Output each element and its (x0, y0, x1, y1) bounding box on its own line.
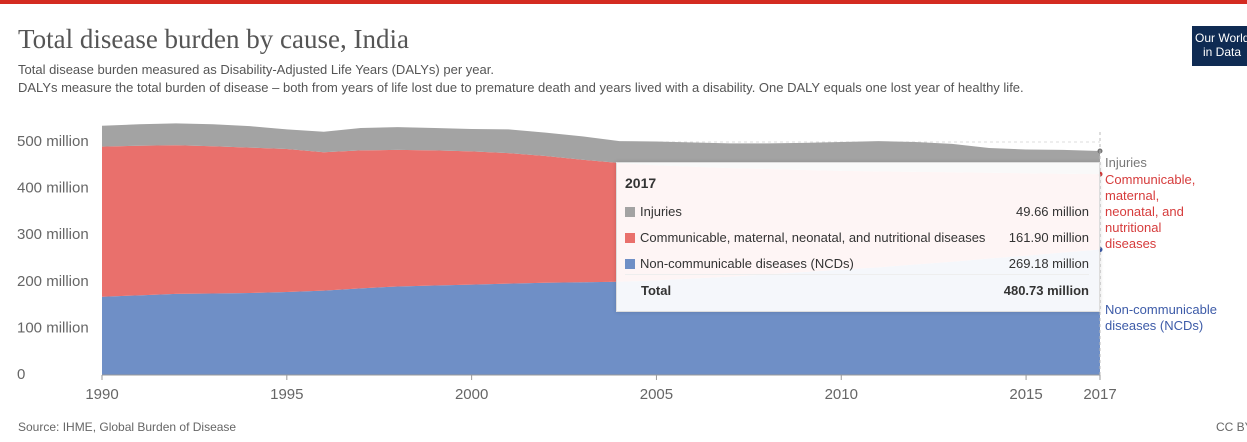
tooltip: 2017 Injuries 49.66 million Communicable, … (616, 162, 1100, 312)
chart-title: Total disease burden by cause, India (18, 24, 409, 54)
y-tick-label: 400 million (17, 180, 89, 197)
chart-note: DALYs measure the total burden of diseas… (18, 80, 1024, 95)
logo-text: in Data (1203, 45, 1242, 59)
x-tick-label: 2005 (640, 386, 673, 403)
tooltip-total: Total 480.73 million (641, 283, 1089, 301)
legend-swatch (625, 207, 635, 217)
series-label: Non-communicable diseases (NCDs) (1105, 302, 1217, 333)
series-label: Injuries (1105, 155, 1147, 170)
x-tick-label: 2017 (1083, 386, 1116, 403)
total-value: 480.73 million (1003, 283, 1089, 298)
area (102, 123, 1100, 175)
tooltip-row: Injuries 49.66 million (625, 204, 1089, 222)
legend-label: Communicable, maternal, neonatal, and nu… (640, 230, 986, 245)
y-tick-label: 100 million (17, 319, 89, 336)
y-tick-label: 500 million (17, 133, 89, 150)
x-tick-label: 2015 (1009, 386, 1042, 403)
legend-swatch (625, 259, 635, 269)
tooltip-value: 161.90 million (1008, 230, 1089, 245)
x-tick-label: 2010 (825, 386, 858, 403)
tooltip-row: Communicable, maternal, neonatal, and nu… (625, 230, 1089, 248)
logo-text: Our World (1195, 31, 1247, 45)
x-tick-label: 2000 (455, 386, 488, 403)
y-tick-label: 0 (17, 366, 25, 383)
tooltip-row: Non-communicable diseases (NCDs) 269.18 m… (625, 256, 1089, 274)
tooltip-value: 269.18 million (1008, 256, 1089, 271)
logo[interactable]: Our World in Data (1192, 26, 1247, 66)
tooltip-title: 2017 (625, 175, 657, 191)
tooltip-divider (625, 274, 1089, 275)
y-tick-label: 200 million (17, 273, 89, 290)
chart-subtitle: Total disease burden measured as Disabil… (18, 62, 494, 77)
legend-label: Injuries (640, 204, 682, 219)
x-tick-label: 1990 (85, 386, 118, 403)
total-label: Total (641, 283, 672, 298)
legend-swatch (625, 233, 635, 243)
x-tick-label: 1995 (270, 386, 303, 403)
y-tick-label: 300 million (17, 226, 89, 243)
series-label: Communicable, maternal, neonatal, and nu… (1105, 172, 1196, 251)
license[interactable]: CC BY (1216, 420, 1247, 434)
tooltip-value: 49.66 million (1016, 204, 1089, 219)
source: Source: IHME, Global Burden of Disease (18, 420, 237, 434)
legend-label: Non-communicable diseases (NCDs) (640, 256, 854, 271)
